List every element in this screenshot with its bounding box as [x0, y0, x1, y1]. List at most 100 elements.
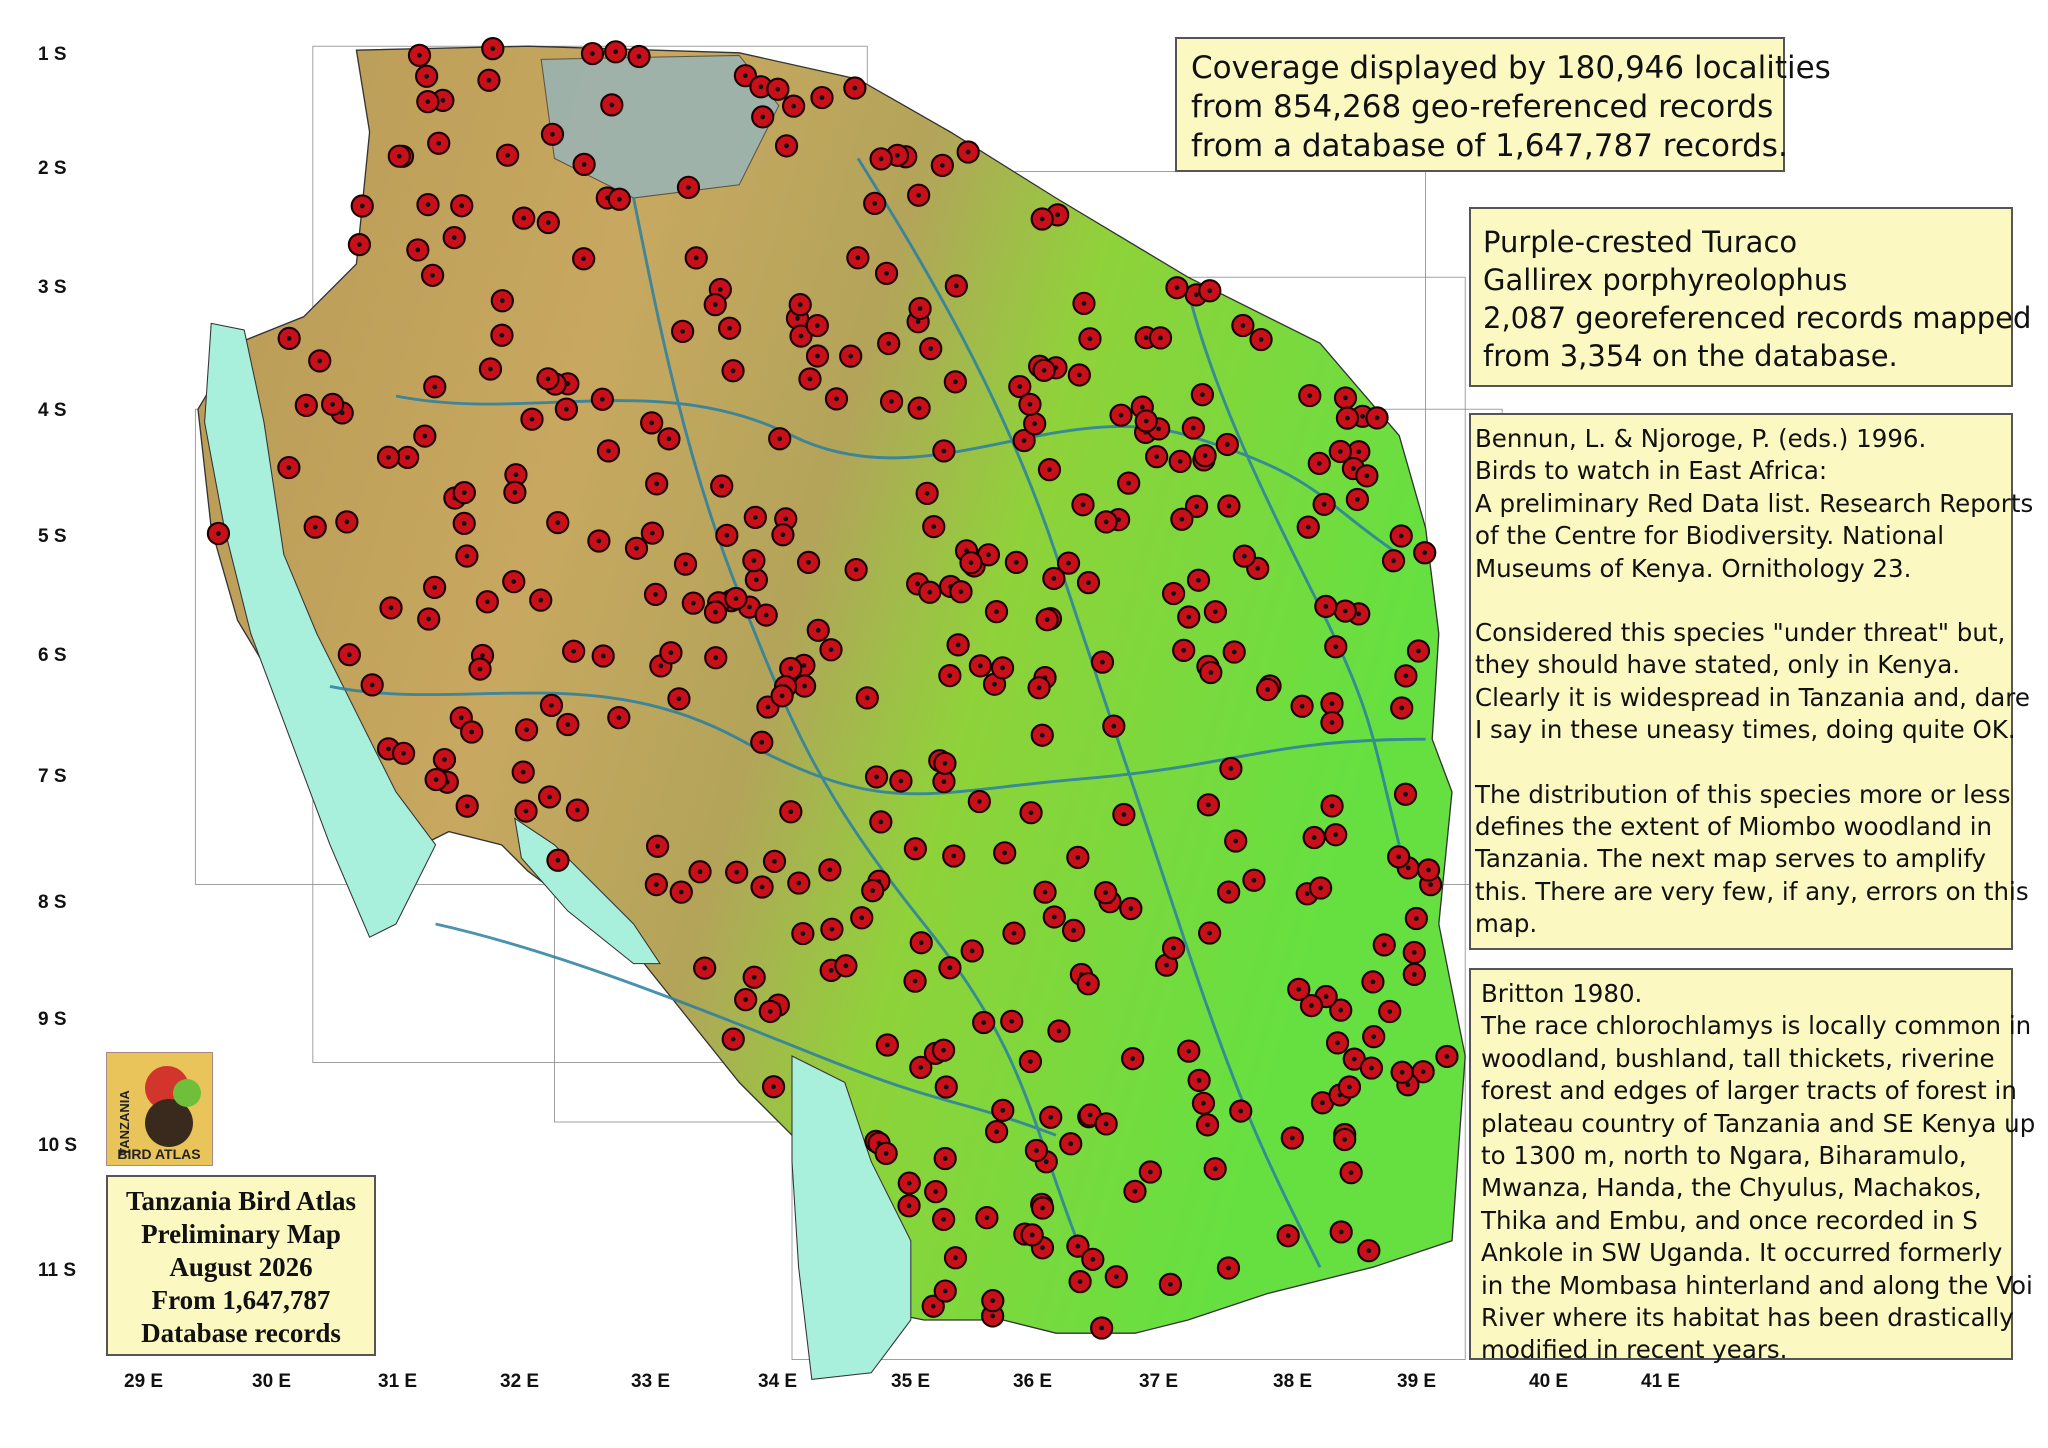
marker-center [1051, 576, 1057, 581]
marker-center [571, 648, 577, 654]
marker-center [499, 298, 505, 304]
marker-center [1226, 503, 1232, 509]
marker-center [1090, 1256, 1096, 1262]
marker-center [1337, 449, 1343, 454]
species-box: Purple-crested Turaco Gallirex porphyreol… [1469, 207, 2031, 387]
marker-center [490, 46, 496, 52]
marker-center [942, 760, 948, 766]
marker-center [1366, 1248, 1372, 1254]
marker-center [668, 650, 674, 656]
marker-center [795, 316, 800, 321]
marker-center [829, 926, 835, 932]
marker-center [1027, 401, 1033, 407]
marker-center [317, 358, 323, 364]
marker-center [759, 739, 765, 745]
marker-center [775, 86, 781, 92]
marker-center [712, 302, 718, 308]
marker-center [1139, 404, 1145, 410]
marker-center [1196, 577, 1201, 583]
marker-center [480, 653, 485, 658]
marker-center [918, 1065, 924, 1070]
marker-center [459, 203, 465, 209]
marker-center [1040, 1205, 1045, 1211]
marker-center [666, 436, 672, 442]
marker-center [1164, 962, 1169, 968]
marker-center [1028, 810, 1034, 816]
britton-line: modified in recent years. [1481, 1335, 1788, 1365]
title-line: Tanzania Bird Atlas [125, 1186, 357, 1216]
marker-center [616, 715, 622, 721]
latitude-label: 10 S [38, 1135, 78, 1156]
reference-line: I say in these uneasy times, doing quite… [1475, 715, 2016, 745]
marker-center [717, 287, 723, 292]
marker-center [697, 869, 703, 875]
latitude-label: 7 S [38, 766, 67, 787]
marker-center [617, 196, 622, 202]
marker-center [1076, 372, 1082, 378]
marker-center [680, 328, 685, 334]
marker-center [1265, 687, 1271, 692]
marker-center [1381, 942, 1387, 948]
marker-center [743, 73, 748, 79]
britton-line: in the Mombasa hinterland and along the … [1481, 1270, 2033, 1300]
marker-center [1205, 1122, 1210, 1128]
marker-center [1320, 1100, 1325, 1106]
marker-center [1196, 1078, 1202, 1083]
marker-center [422, 433, 428, 439]
marker-center [653, 882, 659, 887]
marker-center [1002, 850, 1008, 856]
title-line: Preliminary Map [141, 1219, 341, 1249]
marker-center [733, 596, 739, 601]
marker-center [581, 162, 587, 167]
marker-center [1147, 1169, 1153, 1175]
reference-line: of the Centre for Biodiversity. National [1475, 521, 1945, 551]
marker-center [1126, 480, 1132, 486]
marker-center [1174, 285, 1180, 291]
marker-center [1296, 986, 1302, 992]
marker-center [369, 682, 375, 688]
marker-center [1021, 438, 1027, 443]
marker-center [1403, 791, 1408, 797]
marker-center [942, 1156, 948, 1161]
marker-center [440, 98, 446, 103]
marker-center [1193, 292, 1199, 298]
marker-center [1316, 461, 1322, 466]
marker-center [658, 663, 664, 669]
longitude-label: 31 E [378, 1371, 418, 1392]
marker-center [690, 600, 696, 606]
marker-center [426, 616, 432, 622]
marker-center [1398, 533, 1404, 539]
marker-center [855, 255, 861, 261]
marker-center [931, 524, 937, 529]
marker-center [994, 1129, 999, 1135]
marker-center [1226, 1265, 1231, 1271]
longitude-label: 36 E [1013, 1371, 1053, 1392]
marker-center [1040, 1245, 1045, 1251]
marker-center [432, 384, 438, 390]
latitude-label: 5 S [38, 526, 67, 547]
marker-center [415, 247, 421, 253]
marker-center [477, 666, 483, 672]
marker-center [1047, 467, 1052, 473]
marker-center [346, 652, 352, 658]
marker-center [951, 853, 957, 859]
marker-center [917, 306, 923, 311]
marker-center [883, 1151, 889, 1156]
marker-center [458, 715, 464, 721]
marker-center [752, 514, 758, 520]
marker-center [1396, 854, 1402, 860]
latitude-label: 9 S [38, 1009, 67, 1030]
britton-line: woodland, bushland, tall thickets, river… [1481, 1043, 1995, 1073]
marker-center [520, 769, 526, 775]
marker-center [912, 978, 918, 984]
marker-center [798, 333, 804, 339]
marker-center [990, 1313, 996, 1319]
marker-center [1113, 1274, 1119, 1280]
latitude-label: 1 S [38, 44, 67, 65]
marker-center [1351, 1056, 1357, 1062]
marker-center [1309, 1003, 1314, 1008]
logo-art: TANZANIA BIRD ATLAS [117, 1066, 201, 1162]
marker-center [529, 416, 535, 422]
map-body [194, 37, 1503, 1380]
marker-center [1154, 454, 1160, 459]
